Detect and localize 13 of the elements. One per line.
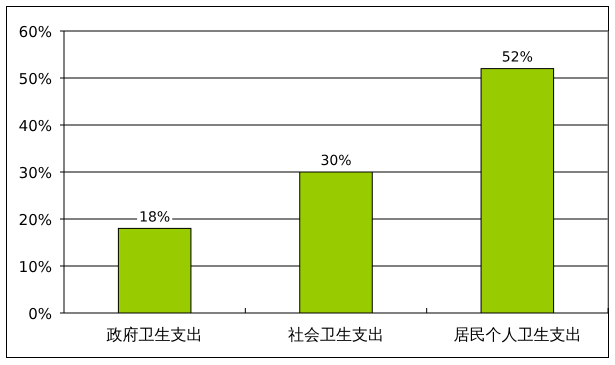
xtick: 社会卫生支出	[288, 325, 384, 344]
ytick: 0%	[28, 305, 52, 323]
ytick: 50%	[18, 70, 52, 88]
xtick: 居民个人卫生支出	[453, 325, 582, 344]
ytick: 10%	[18, 258, 52, 276]
data-label: 52%	[502, 50, 533, 66]
data-label: 18%	[139, 209, 170, 226]
ytick: 30%	[18, 164, 52, 182]
xtick: 政府卫生支出	[106, 325, 203, 344]
data-label: 30%	[320, 153, 352, 169]
ytick: 20%	[18, 211, 52, 229]
ytick: 40%	[18, 117, 52, 135]
ytick: 60%	[18, 23, 52, 41]
